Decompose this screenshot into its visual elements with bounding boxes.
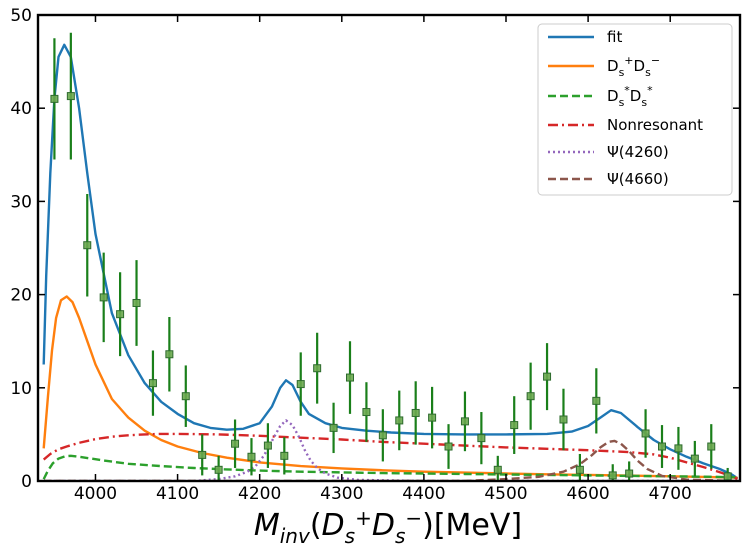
x-tick-label: 4300 — [320, 484, 363, 504]
data-point — [428, 413, 437, 422]
data-point — [690, 454, 699, 463]
data-point — [510, 421, 519, 430]
data-point — [66, 92, 75, 101]
x-tick-label: 4400 — [402, 484, 445, 504]
data-point — [116, 310, 125, 319]
data-point — [674, 444, 683, 453]
x-tick-label: 4000 — [74, 484, 117, 504]
data-point — [165, 350, 174, 359]
data-point — [346, 373, 354, 382]
data-point — [559, 415, 568, 424]
data-point — [181, 392, 190, 401]
legend-label-fit: fit — [607, 28, 622, 46]
plot-frame — [36, 13, 742, 483]
data-point — [83, 241, 92, 250]
y-tick-label: 50 — [10, 6, 32, 26]
data-point — [444, 442, 453, 451]
ticks-layer: 4000 4100 4200 4300 4400 4500 4600 4700 0 10 20 30 4… — [10, 6, 740, 504]
data-point — [263, 441, 272, 450]
data-point — [378, 431, 387, 440]
y-tick-label: 20 — [10, 286, 32, 306]
x-tick-label: 4700 — [649, 484, 692, 504]
data-point — [641, 429, 650, 438]
data-point — [460, 417, 469, 426]
series-line-nonres — [42, 432, 739, 481]
x-tick-label: 4100 — [156, 484, 199, 504]
y-tick-label: 10 — [10, 379, 32, 399]
legend-label-psi4260: Ψ(4260) — [607, 143, 669, 161]
data-point — [411, 408, 420, 417]
data-point — [658, 442, 666, 451]
data-point — [198, 450, 207, 459]
legend-label-psi4660: Ψ(4660) — [607, 170, 669, 188]
data-point — [231, 439, 240, 448]
y-tick-label: 0 — [21, 472, 32, 492]
data-point — [592, 396, 601, 405]
data-point — [362, 408, 371, 417]
series-line-dsstar — [42, 454, 738, 480]
legend-handles — [548, 35, 594, 181]
series-line-psi4660 — [43, 439, 738, 481]
data-point — [526, 392, 535, 401]
data-points-layer — [50, 32, 732, 481]
legend-label-nonres: Nonresonant — [607, 116, 703, 134]
y-tick-label: 30 — [10, 192, 32, 212]
x-tick-label: 4200 — [238, 484, 281, 504]
x-tick-label: 4600 — [566, 484, 609, 504]
data-point — [247, 452, 256, 461]
data-point — [625, 469, 634, 478]
data-point — [50, 94, 59, 103]
data-point — [132, 298, 141, 307]
data-point — [477, 434, 486, 443]
data-point — [395, 416, 404, 425]
data-point — [296, 380, 305, 389]
data-point — [329, 423, 338, 432]
x-axis-label: Minv(Ds+Ds−)[MeV] — [254, 506, 522, 548]
y-tick-label: 40 — [10, 99, 32, 119]
data-point — [543, 372, 552, 381]
data-point — [723, 472, 732, 481]
data-point — [214, 465, 223, 474]
series-line-fit — [42, 43, 739, 480]
data-point — [493, 465, 502, 474]
data-point — [313, 364, 322, 373]
x-tick-label: 4500 — [484, 484, 527, 504]
data-point — [608, 471, 617, 480]
data-point — [280, 451, 289, 460]
data-point — [707, 442, 716, 451]
series-layer — [42, 43, 739, 481]
series-line-psi4260 — [43, 419, 738, 481]
data-point — [148, 379, 157, 388]
data-point — [99, 293, 108, 302]
data-point — [575, 465, 584, 474]
legend: fit Ds+Ds− Ds*Ds* Nonresonant Ψ(4260) Ψ(… — [537, 23, 733, 196]
